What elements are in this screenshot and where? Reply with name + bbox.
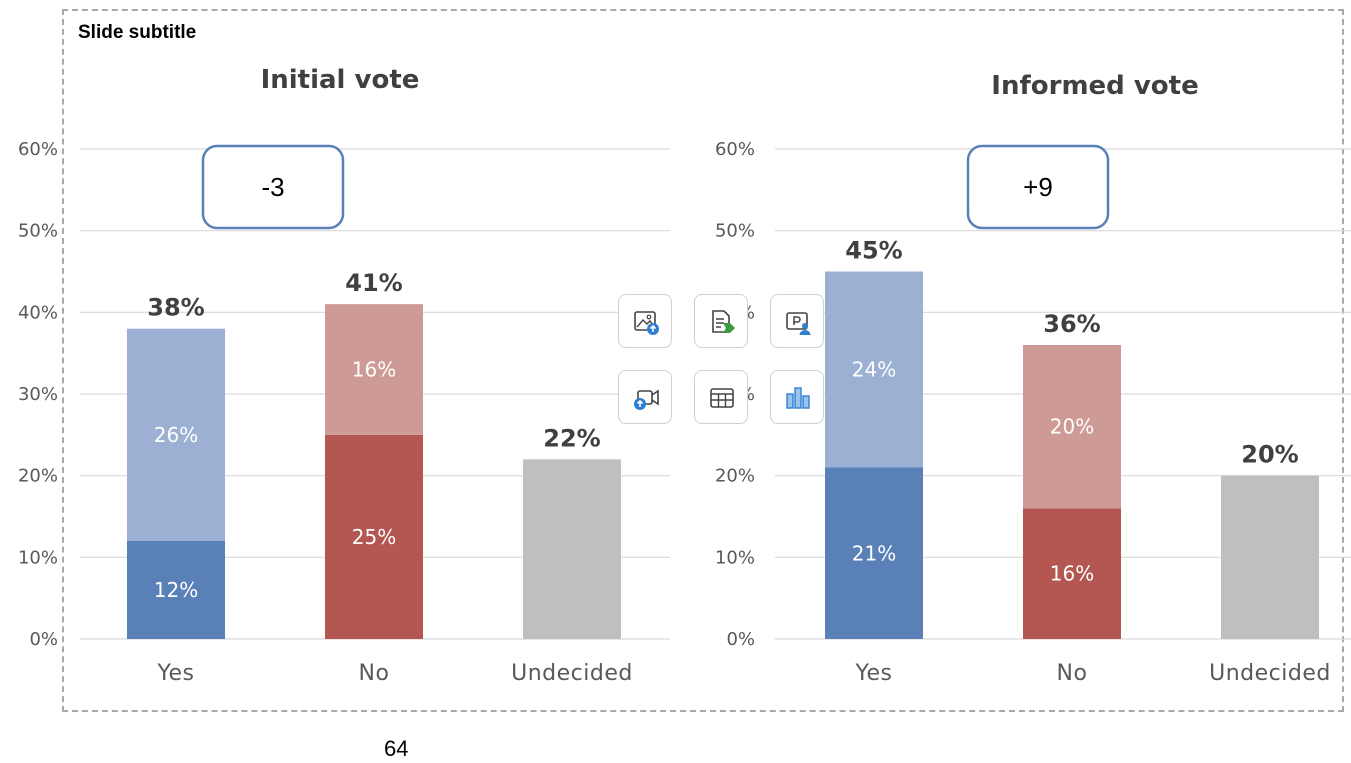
bar-yes-segment-0 [127,541,225,639]
segment-data-label: 24% [852,358,896,382]
total-data-label: 36% [1043,310,1100,338]
x-category-label: Undecided [511,661,633,686]
total-data-label: 38% [147,294,204,322]
delta-label: +9 [1023,172,1053,202]
insert-picture-button[interactable] [618,294,672,348]
segment-data-label: 12% [154,578,198,602]
y-tick-label: 0% [726,629,755,650]
segment-data-label: 25% [352,525,396,549]
insert-table-icon [710,388,734,408]
segment-data-label: 20% [1050,415,1094,439]
bar-yes-segment-1 [825,271,923,468]
insert-video-button[interactable] [618,370,672,424]
total-data-label: 41% [345,269,402,297]
insert-chart-icon [786,387,810,409]
insert-table-button[interactable] [694,370,748,424]
y-tick-label: 50% [715,221,755,242]
slide-subtitle[interactable]: Slide subtitle [78,22,197,43]
y-tick-label: 60% [715,139,755,160]
y-tick-label: 40% [18,302,58,323]
segment-data-label: 26% [154,423,198,447]
delta-box [201,144,345,230]
segment-data-label: 21% [852,541,896,565]
insert-text-icon [712,310,735,333]
x-category-label: No [1057,661,1088,686]
y-tick-label: 60% [18,139,58,160]
content-placeholder[interactable] [62,9,1344,712]
bar-no-segment-0 [1023,508,1121,639]
total-data-label: 20% [1241,441,1298,469]
insert-picture-icon [634,311,659,335]
y-tick-label: 20% [715,466,755,487]
total-data-label: 22% [543,424,600,452]
bar-no-segment-1 [325,304,423,435]
bar-undecided-segment-0 [1221,475,1319,639]
bar-yes-segment-1 [127,328,225,541]
insert-text-button[interactable] [694,294,748,348]
x-category-label: Yes [156,661,194,686]
insert-cameo-icon [786,312,811,335]
bar-yes-segment-0 [825,467,923,639]
chart-title: Initial vote [261,65,420,95]
x-category-label: No [359,661,390,686]
delta-box [966,144,1110,230]
bar-no-segment-1 [1023,345,1121,509]
y-tick-label: 10% [715,547,755,568]
x-category-label: Undecided [1209,661,1331,686]
y-tick-label: 10% [18,547,58,568]
y-tick-label: 50% [18,221,58,242]
segment-data-label: 16% [352,358,396,382]
insert-chart-button[interactable] [770,370,824,424]
insert-cameo-button[interactable] [770,294,824,348]
x-category-label: Yes [854,661,892,686]
y-tick-label: 30% [18,384,58,405]
segment-data-label: 16% [1050,562,1094,586]
y-tick-label: 0% [29,629,58,650]
bar-no-segment-0 [325,434,423,639]
delta-label: -3 [261,172,284,202]
insert-video-icon [634,389,659,410]
y-tick-label: 20% [18,466,58,487]
slide-page-number: 64 [384,736,409,761]
bar-undecided-segment-0 [523,459,621,639]
chart-title: Informed vote [991,71,1198,101]
total-data-label: 45% [845,237,902,265]
